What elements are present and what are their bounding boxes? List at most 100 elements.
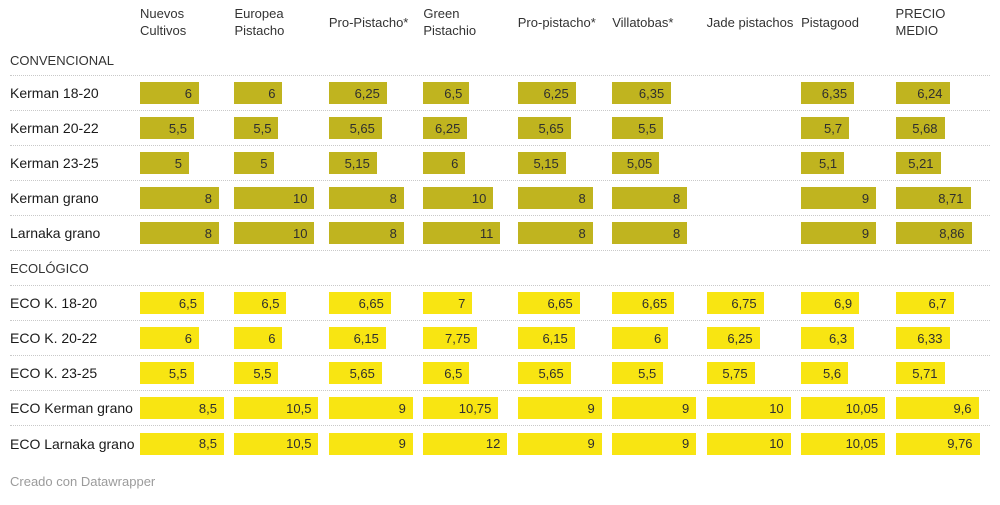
value-bar: 6,24: [895, 82, 950, 104]
value-bar: 5,5: [612, 362, 664, 384]
bar-cell: 6,65: [328, 286, 423, 320]
bar-value: 9: [398, 436, 406, 451]
value-bar: 6,7: [895, 292, 954, 314]
value-bar: 5,65: [517, 362, 571, 384]
bar-value: 5,21: [908, 155, 934, 171]
bar-value: 10: [292, 225, 308, 241]
bar-value: 6: [451, 155, 459, 171]
bar-cell: 5,5: [612, 356, 706, 390]
bar-cell: 5,5: [612, 111, 706, 145]
value-bar: 6,25: [706, 327, 760, 349]
bar-value: 6,24: [917, 85, 943, 101]
bar-value: 5,5: [253, 365, 272, 381]
bar-value: 8,71: [938, 190, 964, 206]
bar-value: 6,75: [731, 295, 757, 311]
bar-value: 6,7: [928, 295, 947, 311]
column-header: Europea Pistacho: [234, 6, 285, 38]
table-row: Kerman 20-22 5,5 5,5 5,65 6,25 5,65 5,5 5,7 5,68: [10, 111, 990, 146]
bar-cell: 5,21: [895, 146, 990, 180]
value-bar: 9: [517, 397, 602, 419]
value-bar: 10,05: [801, 397, 886, 419]
value-bar: 10,05: [801, 432, 886, 455]
value-bar: 6,25: [517, 82, 576, 104]
bar-value: 6,65: [641, 295, 668, 311]
bar-value: 5,65: [538, 120, 564, 136]
table-row: Kerman 18-20 6 6 6,25 6,5 6,25 6,35 6,35 6,24: [10, 76, 990, 111]
value-bar: 5,5: [234, 117, 279, 139]
bar-value: 6,25: [354, 85, 380, 101]
bar-value: 6: [653, 330, 662, 346]
value-bar: 7,75: [423, 327, 478, 349]
bar-cell: 8: [517, 216, 612, 250]
bar-cell: 6,25: [517, 76, 612, 110]
value-bar: 6,3: [801, 327, 855, 349]
bar-cell: 5,68: [895, 111, 990, 145]
bar-cell: 10: [423, 181, 517, 215]
bar-value: 10: [769, 400, 784, 416]
value-bar: 8,5: [140, 397, 224, 419]
bar-cell: 8,5: [140, 391, 234, 425]
bar-value: 6,65: [547, 295, 573, 311]
value-bar: 6,35: [612, 82, 672, 104]
bar-cell: 10,05: [801, 391, 895, 425]
bar-cell: 5,71: [895, 356, 990, 390]
table-row: Larnaka grano 8 10 8 11 8 8 9 8,86: [10, 216, 990, 251]
table-row: ECO Larnaka grano 8,5 10,5 9 12 9 9 10 10,05 9,76: [10, 426, 990, 461]
value-bar: 8: [612, 187, 688, 209]
bar-cell: 7: [423, 286, 517, 320]
value-bar: 5,68: [895, 117, 945, 139]
value-bar: 6: [234, 327, 283, 349]
value-bar: 6,5: [423, 362, 470, 384]
bar-cell: 9: [328, 426, 423, 461]
bar-cell: 5,15: [517, 146, 612, 180]
bar-value: 8,5: [198, 400, 217, 416]
bar-cell: 5,15: [328, 146, 423, 180]
bar-cell: 6,75: [706, 286, 801, 320]
row-label: Kerman 23-25: [10, 155, 99, 171]
bar-value: 10,5: [286, 436, 312, 451]
bar-value: 5,65: [349, 120, 375, 136]
bar-cell: 9: [328, 391, 423, 425]
value-bar: 10: [234, 187, 315, 209]
bar-cell: 5,1: [801, 146, 895, 180]
bar-cell: 6,25: [423, 111, 517, 145]
value-bar: 5,65: [517, 117, 571, 139]
value-bar: 6,15: [517, 327, 575, 349]
bar-cell: 8: [140, 216, 234, 250]
bar-cell: 8: [612, 216, 706, 250]
row-label: ECO Kerman grano: [10, 400, 133, 416]
value-bar: 6,65: [517, 292, 580, 314]
value-bar: 6,5: [234, 292, 287, 314]
bar-cell: 10,75: [423, 391, 517, 425]
bar-cell: 6,35: [801, 76, 895, 110]
bar-value: 5,5: [168, 120, 187, 136]
bar-cell: 5,65: [328, 111, 423, 145]
bar-value: 8: [204, 225, 212, 241]
value-bar: 5,7: [801, 117, 850, 139]
bar-value: 5,5: [638, 120, 657, 136]
table-row: Kerman 23-25 5 5 5,15 6 5,15 5,05 5,1 5,21: [10, 146, 990, 181]
bar-value: 6,3: [829, 330, 848, 346]
bar-cell: 5,5: [140, 111, 234, 145]
bar-cell: 8: [140, 181, 234, 215]
value-bar: 10,5: [234, 397, 319, 419]
bar-value: 5,05: [626, 155, 653, 171]
bar-cell: 10: [706, 391, 801, 425]
bar-value: 9: [587, 436, 595, 451]
bar-cell: 6: [612, 321, 706, 355]
bar-value: 6,65: [358, 295, 384, 311]
bar-value: 10: [292, 190, 308, 206]
bar-cell: 8: [517, 181, 612, 215]
value-bar: 7: [423, 292, 473, 314]
bar-cell: 5,6: [801, 356, 895, 390]
bar-cell: 6: [423, 146, 517, 180]
bar-cell: 6,33: [895, 321, 990, 355]
bar-cell: 8: [612, 181, 706, 215]
value-bar: 6,15: [328, 327, 386, 349]
bar-value: 6,33: [917, 330, 943, 346]
bar-value: 7,75: [445, 330, 471, 346]
bar-value: 6,5: [261, 295, 280, 311]
datawrapper-link[interactable]: Datawrapper: [80, 474, 156, 489]
bar-value: 10: [769, 436, 784, 451]
bar-value: 6,5: [444, 365, 463, 381]
